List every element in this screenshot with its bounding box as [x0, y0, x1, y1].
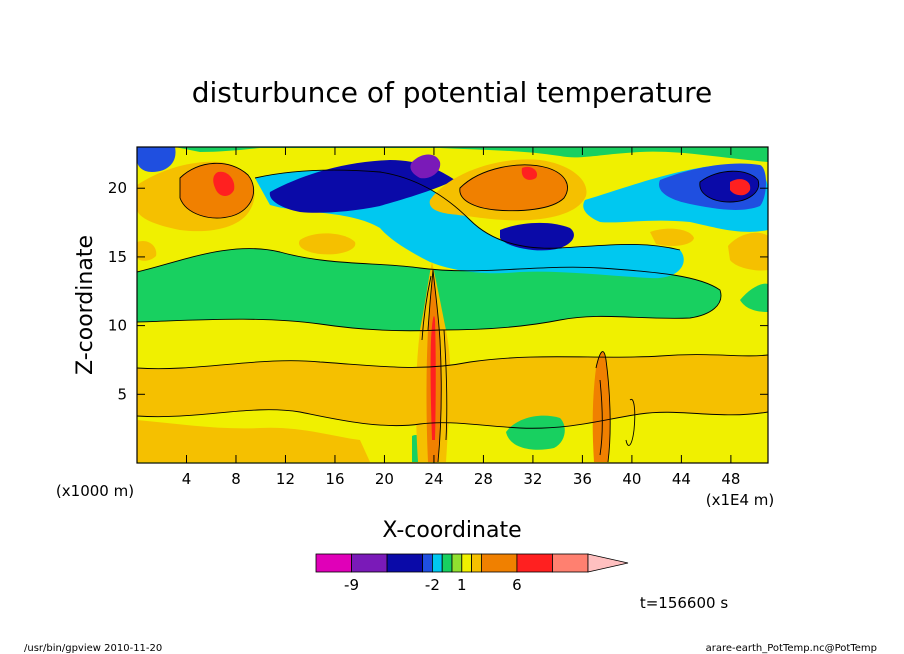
colorbar-swatch [481, 553, 518, 573]
y-unit-label: (x1000 m) [56, 482, 134, 500]
contour-region-orange-right [728, 232, 768, 271]
contour-region-green-right-edge [740, 283, 768, 312]
x-axis-title: X-coordinate [382, 518, 521, 543]
colorbar-swatch [451, 553, 463, 573]
x-axis: 4 8 12 16 20 24 28 32 36 40 44 48 [182, 147, 740, 488]
y-axis: 5 10 15 20 [108, 179, 768, 403]
colorbar-tick-label: -9 [344, 576, 359, 594]
contour-line-5 [179, 162, 254, 219]
contour-region-red-right [730, 179, 751, 196]
contour-region-orange-blob-1 [298, 233, 356, 255]
colorbar-swatch [431, 553, 443, 573]
y-tick-label: 5 [117, 385, 127, 403]
contour-line-6 [459, 164, 568, 212]
footer-left: /usr/bin/gpview 2010-11-20 [24, 643, 162, 654]
contour-line-1 [137, 248, 722, 332]
contour-region-orange-blob-3 [137, 240, 157, 261]
colorbar-swatch [386, 553, 423, 573]
y-tick-label: 15 [108, 248, 127, 266]
x-tick-label: 20 [375, 470, 394, 488]
x-unit-label: (x1E4 m) [706, 491, 775, 509]
contour-line-11 [699, 170, 760, 203]
colorbar-arrow [587, 553, 629, 573]
x-tick-label: 16 [325, 470, 344, 488]
colorbar-tick-label: -2 [425, 576, 440, 594]
x-tick-label: 44 [672, 470, 691, 488]
contour-region-navy-upper [269, 160, 455, 213]
x-tick-label: 8 [231, 470, 241, 488]
contour-line-8 [421, 275, 448, 441]
colorbar-swatch [315, 553, 352, 573]
colorbar-swatch [422, 553, 433, 573]
contour-region-blue-topleft [137, 147, 176, 172]
contour-region-orange-blob-2 [650, 228, 694, 246]
colorbar-swatch [516, 553, 553, 573]
x-tick-label: 40 [622, 470, 641, 488]
contour-line-2 [137, 354, 768, 370]
contour-line-7 [427, 269, 442, 463]
x-tick-label: 36 [573, 470, 592, 488]
x-tick-label: 4 [182, 470, 192, 488]
contour-line-9 [595, 351, 611, 463]
plot-frame [136, 146, 769, 464]
contour-region-red-center-top [521, 166, 538, 180]
colorbar-swatch [351, 553, 388, 573]
contour-line-4 [254, 169, 681, 251]
colorbar-tick-label: 1 [457, 576, 467, 594]
colorbar-swatch [552, 553, 589, 573]
colorbar-swatch [441, 553, 453, 573]
footer-right: arare-earth_PotTemp.nc@PotTemp [706, 643, 877, 654]
contour-region-navy-center [500, 222, 574, 251]
y-tick-label: 10 [108, 317, 127, 335]
x-tick-label: 48 [721, 470, 740, 488]
chart-title: disturbunce of potential temperature [192, 76, 713, 109]
colorbar: -9 -2 1 6 [315, 553, 629, 594]
y-axis-title: Z-coordinate [73, 235, 98, 375]
x-tick-label: 24 [424, 470, 443, 488]
contour-region-orange-low-2 [137, 420, 370, 462]
y-tick-label: 20 [108, 179, 127, 197]
contour-line-3 [137, 409, 768, 429]
colorbar-swatch [461, 553, 473, 573]
contour-region-green-top-band [175, 147, 768, 162]
contour-region-purple-top [410, 154, 441, 179]
time-annotation: t=156600 s [640, 594, 728, 612]
contour-field [137, 147, 768, 463]
contour-line-10 [625, 398, 636, 446]
x-tick-label: 32 [523, 470, 542, 488]
contour-region-red-left [213, 171, 235, 196]
x-tick-label: 12 [276, 470, 295, 488]
x-tick-label: 28 [474, 470, 493, 488]
contour-region-green-lower-1 [506, 415, 565, 450]
contour-region-convective-secondary [592, 351, 611, 462]
colorbar-tick-label: 6 [512, 576, 522, 594]
contour-lines [137, 162, 768, 463]
colorbar-swatch [471, 553, 482, 573]
contour-region-darkorange-center-top [459, 164, 568, 211]
contour-region-convective-red [430, 316, 436, 440]
